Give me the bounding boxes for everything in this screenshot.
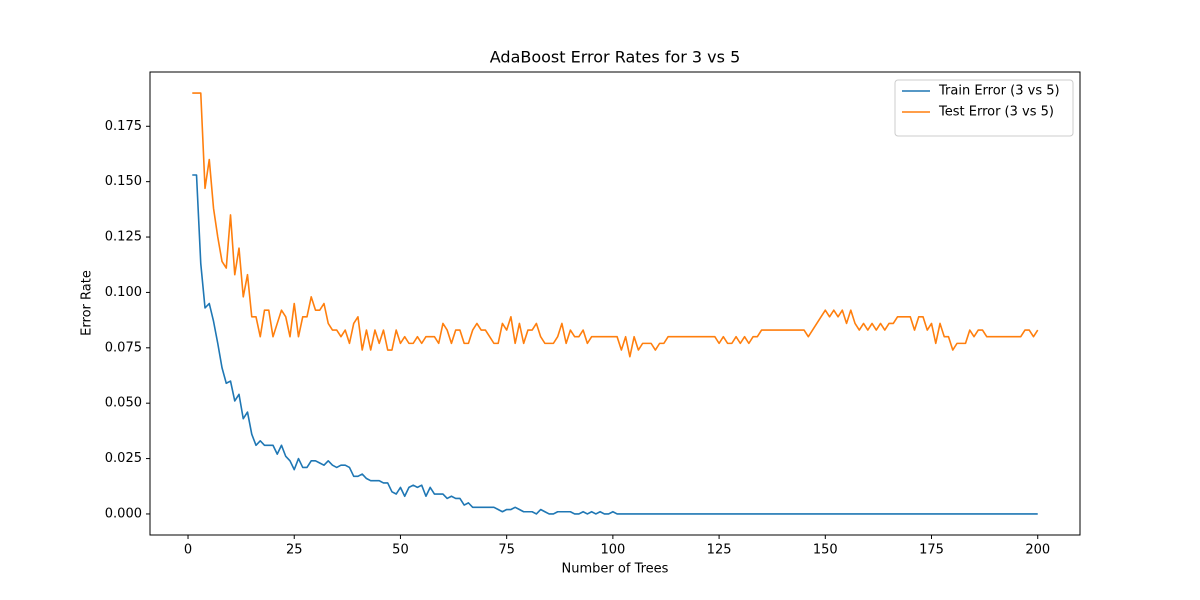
legend-label: Train Error (3 vs 5)	[938, 84, 1060, 99]
x-tick-label: 75	[498, 543, 515, 558]
y-axis-label: Error Rate	[80, 270, 95, 336]
series-line	[192, 92, 1039, 358]
y-tick-label: 0.000	[105, 506, 142, 521]
x-tick-label: 200	[1025, 543, 1050, 558]
plot-frame	[149, 71, 1081, 536]
chart-title: AdaBoost Error Rates for 3 vs 5	[490, 48, 741, 67]
x-tick-label: 150	[813, 543, 838, 558]
y-tick-label: 0.100	[105, 285, 142, 300]
y-tick-label: 0.175	[105, 119, 142, 134]
y-tick-label: 0.075	[105, 340, 142, 355]
y-tick-label: 0.125	[105, 230, 142, 245]
x-tick-label: 25	[286, 543, 303, 558]
x-tick-label: 125	[707, 543, 732, 558]
x-tick-label: 100	[600, 543, 625, 558]
y-tick-label: 0.025	[105, 451, 142, 466]
series-line	[192, 174, 1038, 515]
y-tick-label: 0.150	[105, 174, 142, 189]
x-tick-label: 175	[919, 543, 944, 558]
y-tick-label: 0.050	[105, 396, 142, 411]
x-tick-label: 50	[392, 543, 409, 558]
x-tick-label: 0	[184, 543, 192, 558]
legend-box	[894, 79, 1074, 137]
legend-label: Test Error (3 vs 5)	[938, 105, 1054, 120]
x-axis-label: Number of Trees	[562, 562, 669, 577]
